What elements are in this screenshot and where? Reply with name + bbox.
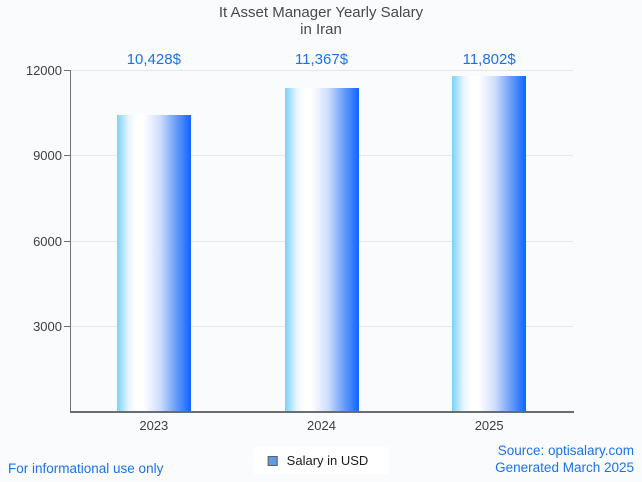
gridline [70, 69, 573, 71]
source-block: Source: optisalary.com Generated March 2… [495, 443, 634, 476]
x-axis-tick-label: 2025 [474, 418, 504, 433]
y-axis-tick-label: 3000 [33, 319, 62, 334]
y-tickmark [64, 69, 70, 71]
chart-title: It Asset Manager Yearly Salary in Iran [0, 4, 642, 38]
y-axis-tick-label: 12000 [25, 62, 62, 78]
source-text: Source: optisalary.com [497, 443, 634, 458]
generated-date-text: Generated March 2025 [495, 459, 634, 475]
y-tickmark [64, 155, 70, 156]
legend-label: Salary in USD [286, 453, 369, 468]
bar-2024[interactable] [284, 88, 359, 411]
chart-title-line2: in Iran [300, 21, 342, 38]
y-tickmark [64, 326, 70, 327]
legend-marker-square-icon [267, 455, 278, 466]
disclaimer-text: For informational use only [8, 461, 164, 476]
y-axis-line [70, 70, 71, 412]
x-axis-tick-label: 2024 [307, 418, 336, 433]
chart-title-line1: It Asset Manager Yearly Salary [218, 4, 424, 21]
bar-2025[interactable] [452, 75, 527, 411]
bar-value-label: 11,802$ [462, 51, 516, 68]
bar-2023[interactable] [116, 114, 191, 411]
x-axis-tick-label: 2023 [139, 418, 169, 433]
bar-value-label: 10,428$ [126, 51, 181, 68]
y-tickmark [64, 240, 70, 242]
y-axis-tick-label: 6000 [33, 233, 62, 249]
legend: Salary in USD [253, 447, 389, 474]
x-axis-line [70, 411, 574, 413]
y-axis-tick-label: 9000 [33, 148, 62, 163]
bar-value-label: 11,367$ [294, 51, 349, 68]
